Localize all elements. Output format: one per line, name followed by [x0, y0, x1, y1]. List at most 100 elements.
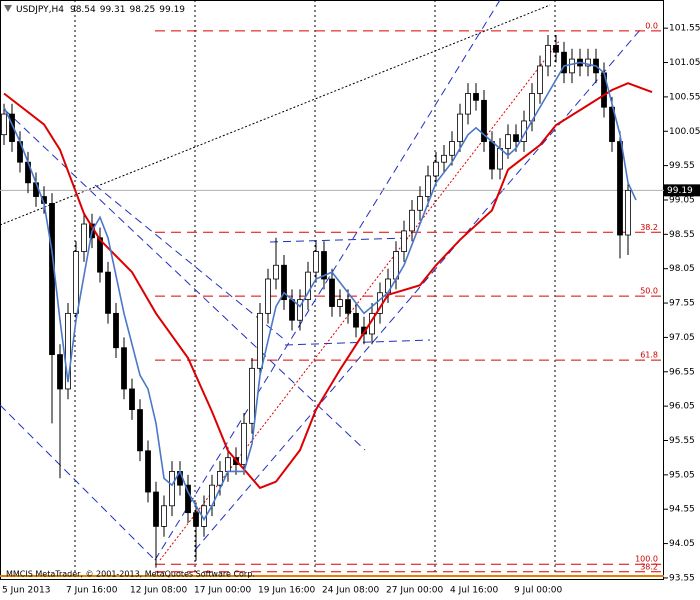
candle-body — [305, 271, 311, 301]
price-box — [664, 184, 700, 197]
candle-body — [73, 251, 79, 314]
candle-body — [545, 44, 551, 67]
x-tick-label: 24 Jun 08:00 — [322, 586, 379, 596]
candle-body — [433, 161, 439, 177]
candle-body — [441, 154, 447, 163]
moving-average — [3, 82, 653, 490]
trendline — [0, 404, 156, 561]
x-tick-label: 27 Jun 00:00 — [386, 586, 443, 596]
candle-body — [561, 51, 567, 74]
candle-body — [289, 299, 295, 321]
candle-body — [465, 93, 471, 115]
trendline — [154, 0, 501, 561]
candle-body — [617, 141, 623, 236]
candle-body — [425, 175, 431, 197]
y-tick-label: 98.55 — [669, 230, 695, 240]
candle-body — [457, 113, 463, 142]
candle-body — [193, 512, 199, 527]
candle-body — [281, 264, 287, 301]
candle-body — [337, 299, 343, 307]
candle-body — [81, 223, 87, 252]
fib-label: 38.2 — [640, 223, 658, 232]
fib-label: 38.2 — [640, 562, 658, 571]
y-tick-label: 94.55 — [669, 505, 695, 515]
x-tick-label: 19 Jun 16:00 — [258, 586, 315, 596]
candle-body — [217, 471, 223, 486]
candle-body — [497, 148, 503, 170]
candle-body — [329, 278, 335, 307]
candle-body — [57, 354, 63, 390]
y-tick-label: 99.05 — [669, 195, 695, 205]
candle-body — [537, 65, 543, 94]
candle-body — [609, 106, 615, 142]
candle-body — [409, 209, 415, 232]
y-tick-label: 93.55 — [669, 573, 695, 583]
candle-body — [473, 93, 479, 101]
y-tick-label: 95.05 — [669, 470, 695, 480]
candle-body — [489, 141, 495, 170]
candle-body — [585, 58, 591, 67]
candle-body — [185, 484, 191, 514]
trendline — [4, 109, 366, 451]
price-label: 99.19 — [667, 186, 693, 196]
symbol: USDJPY,H4 — [16, 5, 64, 15]
trendline — [269, 237, 411, 243]
x-tick-label: 9 Jul 00:00 — [514, 586, 563, 596]
x-tick-label: 17 Jun 00:00 — [194, 586, 251, 596]
y-tick-label: 98.05 — [669, 264, 695, 274]
candle-body — [481, 99, 487, 142]
candle-body — [129, 388, 135, 410]
moving-average — [3, 61, 637, 522]
y-tick-label: 101.55 — [669, 24, 700, 34]
candle-body — [49, 203, 55, 355]
candle-body — [513, 134, 519, 142]
candle-body — [353, 312, 359, 328]
ohlc-high: 99.31 — [100, 5, 126, 15]
y-tick-label: 99.55 — [669, 161, 695, 171]
fib-label: 100.0 — [635, 555, 658, 564]
candle-body — [569, 58, 575, 74]
ohlc-open: 98.54 — [70, 5, 96, 15]
candle-body — [1, 113, 7, 136]
candle-body — [241, 422, 247, 465]
candle-body — [505, 134, 511, 149]
ohlc-close: 99.19 — [159, 5, 185, 15]
candle-body — [153, 491, 159, 527]
chart-icon — [4, 5, 12, 12]
y-tick-label: 95.55 — [669, 436, 695, 446]
y-tick-label: 96.05 — [669, 402, 695, 412]
candle-body — [169, 471, 175, 507]
y-tick-label: 100.55 — [669, 92, 700, 102]
candle-body — [97, 237, 103, 273]
title: USDJPY,H4 98.54 99.31 98.25 99.19 — [16, 5, 185, 15]
trendline — [194, 29, 641, 551]
candle-body — [105, 271, 111, 314]
candle-body — [145, 450, 151, 493]
fib-label: 61.8 — [640, 351, 658, 360]
candle-body — [9, 113, 15, 142]
y-tick-label: 101.05 — [669, 58, 700, 68]
fib-label: 50.0 — [640, 287, 658, 296]
y-tick-label: 94.05 — [669, 539, 695, 549]
candle-body — [313, 251, 319, 273]
y-tick-label: 100.05 — [669, 127, 700, 137]
candle-body — [137, 409, 143, 452]
footer: MMCIS MetaTrader, © 2001-2013, MetaQuote… — [6, 570, 255, 579]
candle-body — [553, 44, 559, 53]
trendline — [0, 4, 551, 226]
y-tick-label: 97.55 — [669, 299, 695, 309]
candle-body — [113, 312, 119, 349]
candle-body — [225, 457, 231, 472]
candle-body — [417, 196, 423, 211]
candle-body — [345, 299, 351, 314]
candle-body — [249, 367, 255, 424]
fib-label: 0.0 — [645, 21, 658, 30]
x-tick-label: 4 Jul 16:00 — [450, 586, 499, 596]
candle-body — [449, 141, 455, 156]
candle-body — [401, 230, 407, 252]
candle-body — [625, 189, 631, 236]
candle-body — [121, 347, 127, 390]
candle-body — [321, 251, 327, 280]
x-tick-label: 12 Jun 08:00 — [130, 586, 187, 596]
